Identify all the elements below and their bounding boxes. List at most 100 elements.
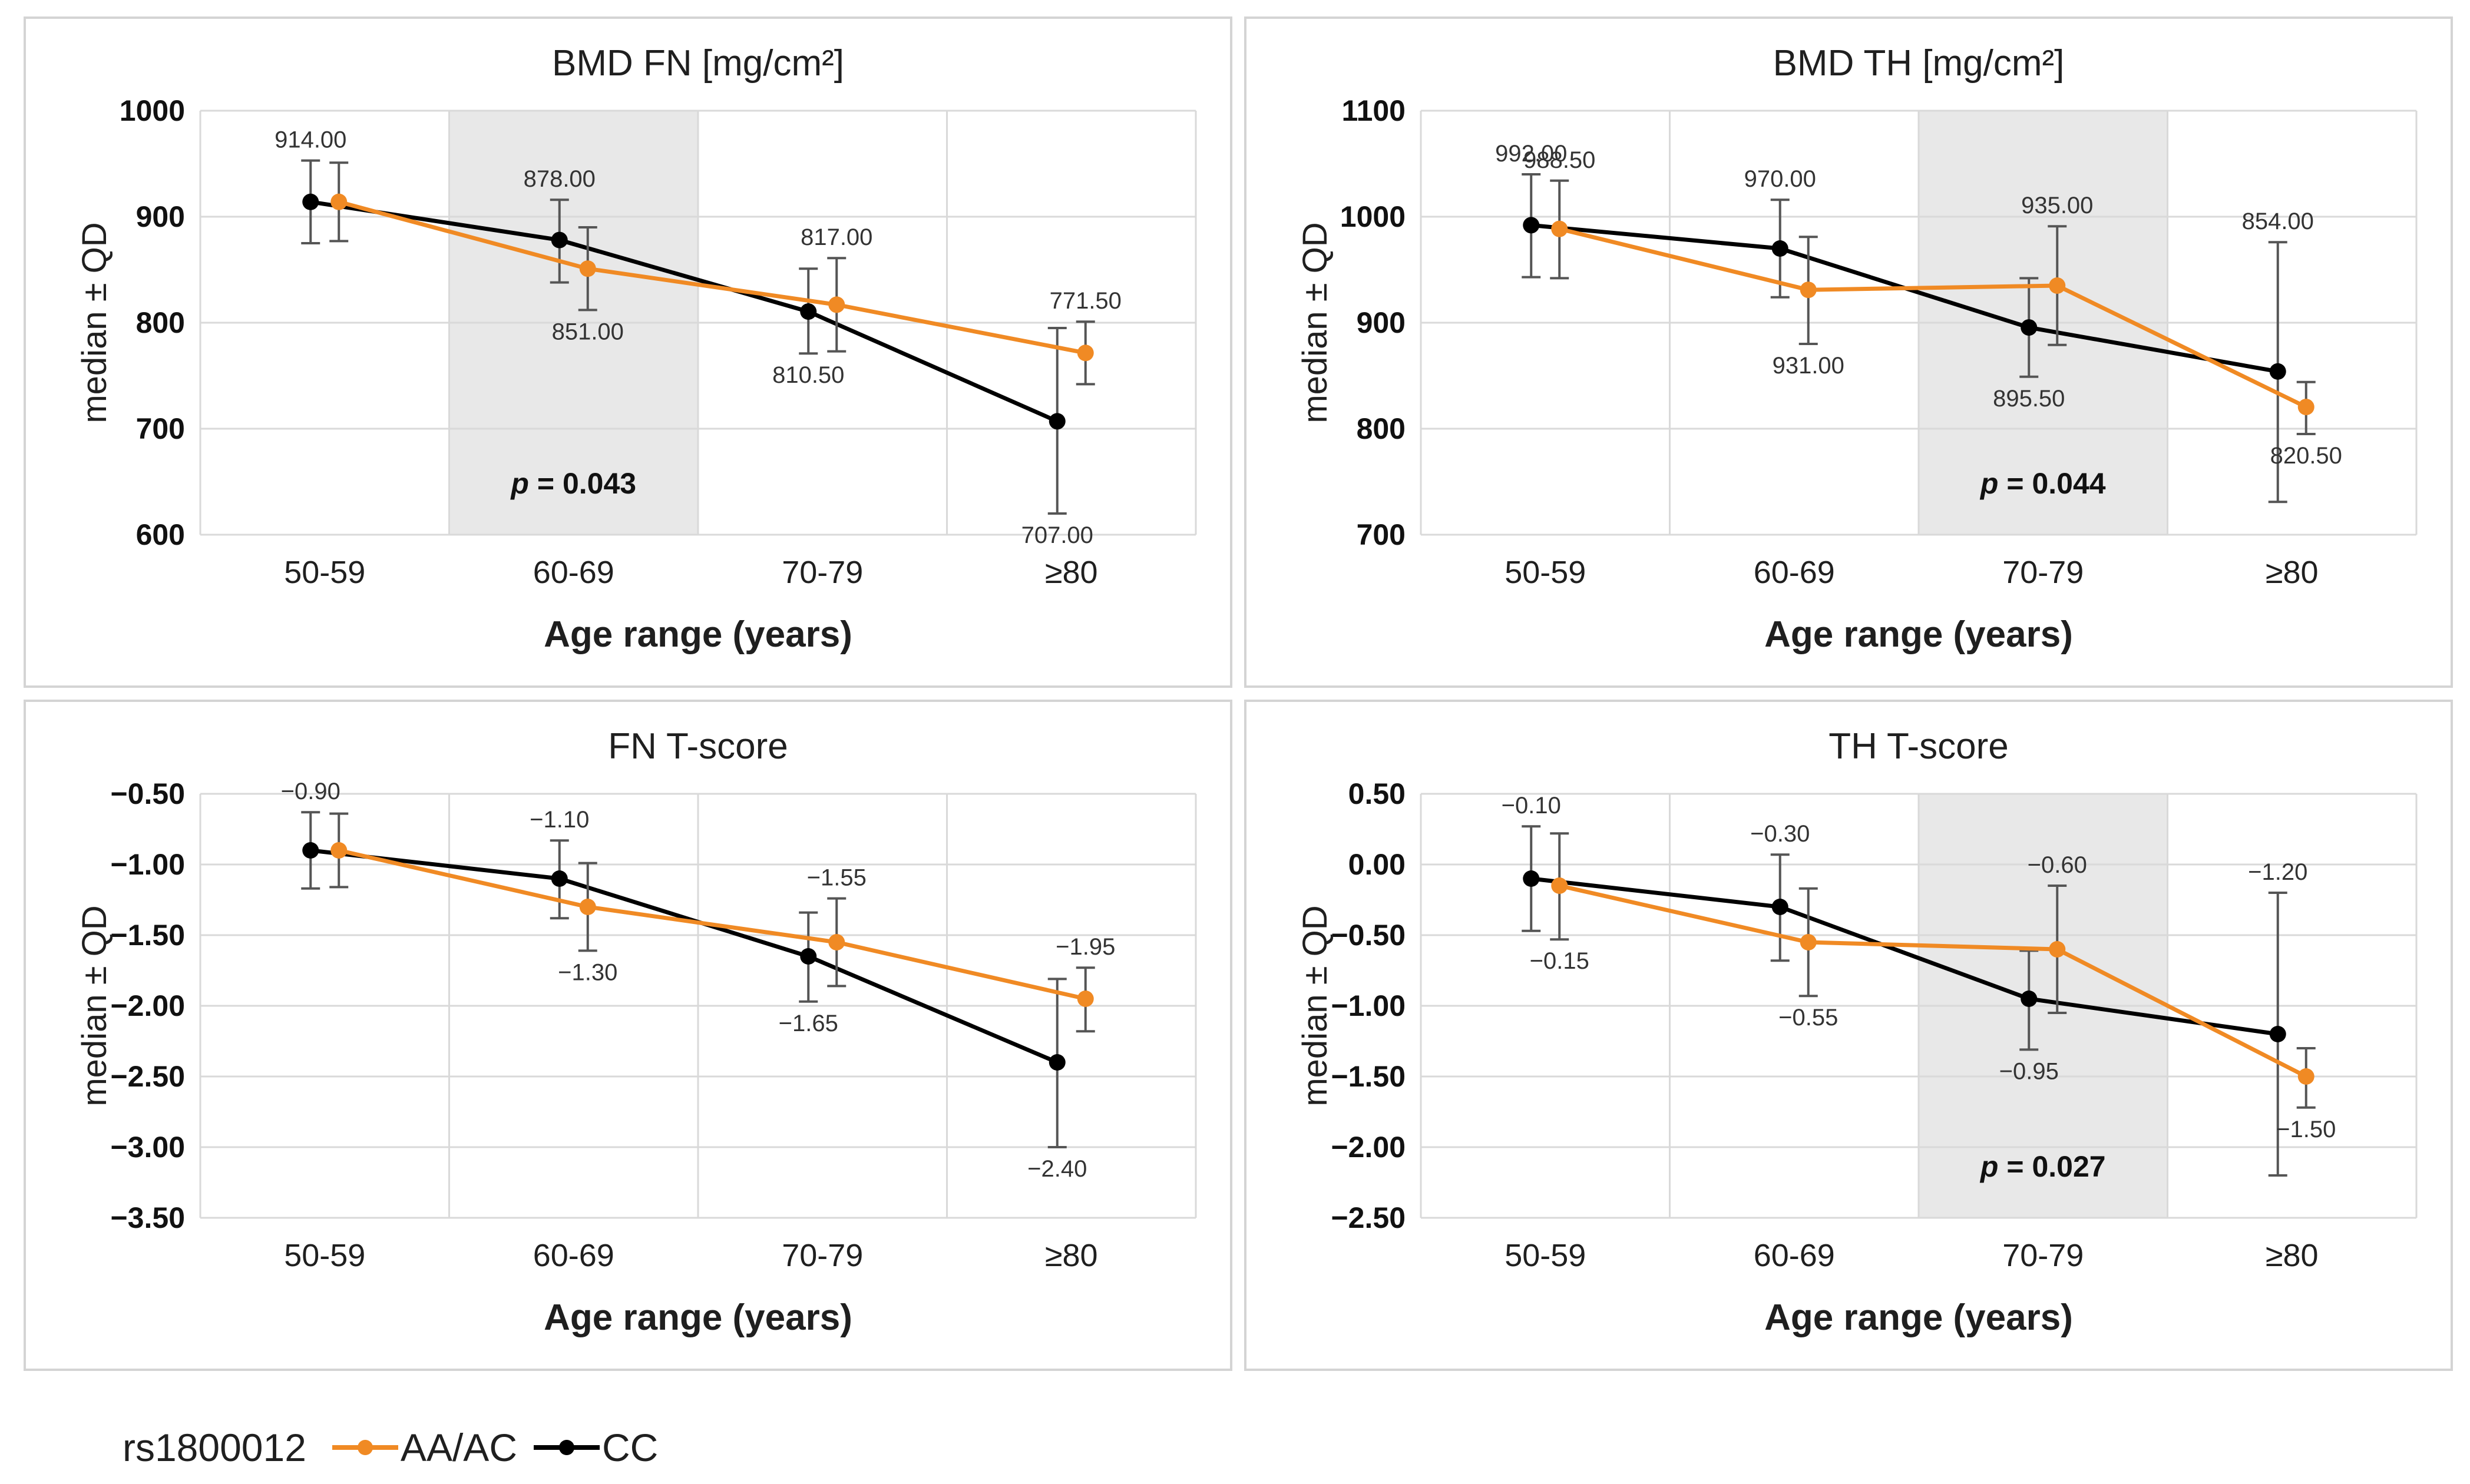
series-line <box>1559 883 2307 1079</box>
data-point <box>2297 399 2314 416</box>
panel-frame <box>24 700 1232 1371</box>
data-label: 914.00 <box>275 127 346 153</box>
data-label: 854.00 <box>2242 208 2314 234</box>
data-point <box>1551 877 1568 894</box>
y-tick-label: 900 <box>136 200 185 233</box>
chart-title: FN T-score <box>608 726 788 767</box>
y-tick-label: 1000 <box>1340 200 1406 233</box>
data-point <box>302 193 319 210</box>
x-tick-label: 50-59 <box>284 1238 365 1273</box>
chart-svg: −3.50 −3.00 −2.50 −2.00 −1.50 −1.00 −0.50 50-59… <box>24 700 1232 1371</box>
x-tick-label: 50-59 <box>1505 1238 1586 1273</box>
y-tick-label: −2.00 <box>110 989 185 1022</box>
data-label: −2.40 <box>1027 1156 1087 1182</box>
data-label: 931.00 <box>1773 353 1844 379</box>
data-label: −0.10 <box>1502 793 1561 819</box>
data-label: 771.50 <box>1050 288 1122 314</box>
y-tick-label: −2.50 <box>1331 1201 1406 1234</box>
p-value-symbol: p <box>1979 1150 1999 1183</box>
y-tick-label: 1100 <box>1342 94 1406 127</box>
data-label: 817.00 <box>801 224 872 250</box>
chart-panel-bmd-fn: 600 700 800 900 1000 50-59 60-69 70-79 ≥80 BMD FN… <box>24 16 1232 688</box>
p-value-text: = 0.044 <box>1998 467 2105 500</box>
x-tick-label: 50-59 <box>1505 555 1586 590</box>
data-label: 895.50 <box>1993 386 2065 412</box>
data-point <box>1800 934 1817 950</box>
y-tick-label: 600 <box>136 518 185 551</box>
chart-title: BMD FN [mg/cm²] <box>552 43 844 84</box>
data-point <box>2297 1068 2314 1085</box>
chart-title: BMD TH [mg/cm²] <box>1773 43 2065 84</box>
data-label: 970.00 <box>1744 166 1816 192</box>
p-value-text: = 0.027 <box>1998 1150 2105 1183</box>
p-value-symbol: p <box>510 467 529 500</box>
data-point <box>2269 1026 2286 1042</box>
x-tick-label: ≥80 <box>2266 555 2319 590</box>
x-axis-title: Age range (years) <box>1764 1297 2073 1338</box>
data-point <box>800 303 817 320</box>
data-point <box>2021 991 2038 1007</box>
data-point <box>1800 281 1817 299</box>
p-value-annotation: p = 0.044 <box>1979 467 2106 500</box>
series-line <box>310 848 1059 1065</box>
y-tick-label: 900 <box>1357 306 1406 339</box>
data-label: −1.65 <box>779 1011 838 1036</box>
x-tick-label: ≥80 <box>2266 1238 2319 1273</box>
legend-label-aa-ac: AA/AC <box>400 1426 517 1469</box>
y-tick-label: −0.50 <box>1331 919 1406 952</box>
legend-item-cc: CC <box>531 1425 658 1470</box>
data-label: −0.30 <box>1750 821 1810 847</box>
legend-swatch-aa-ac <box>332 1440 398 1455</box>
chart-panel-bmd-th: 700 800 900 1000 1100 50-59 60-69 70-79 ≥80 BMD T… <box>1244 16 2453 688</box>
legend-item-aa-ac: AA/AC <box>330 1425 517 1470</box>
data-label: −0.60 <box>2028 852 2087 878</box>
data-label: −0.55 <box>1778 1005 1838 1031</box>
y-axis-title: median ± QD <box>1296 905 1334 1106</box>
data-label: −1.55 <box>807 865 867 891</box>
p-value-symbol: p <box>1979 467 1999 500</box>
data-point <box>1523 217 1540 234</box>
y-axis-title: median ± QD <box>75 222 114 423</box>
x-tick-label: 70-79 <box>2002 555 2084 590</box>
data-point <box>1523 870 1540 887</box>
data-label: −1.20 <box>2248 859 2307 885</box>
series-line <box>338 200 1086 355</box>
data-label: −1.50 <box>2276 1117 2336 1142</box>
data-point <box>1771 899 1788 915</box>
x-tick-label: 60-69 <box>533 555 614 590</box>
y-tick-label: −0.50 <box>110 777 185 810</box>
x-axis-title: Age range (years) <box>544 1297 852 1338</box>
legend: rs1800012 AA/AC CC <box>123 1418 658 1477</box>
data-label: 810.50 <box>772 362 844 388</box>
data-label: 988.50 <box>1523 147 1595 173</box>
data-point <box>1551 220 1568 237</box>
x-tick-label: 70-79 <box>2002 1238 2084 1273</box>
y-tick-label: 800 <box>1357 412 1406 445</box>
data-point <box>800 948 817 965</box>
y-tick-label: −1.00 <box>110 848 185 881</box>
data-point <box>2269 363 2286 380</box>
data-point <box>551 870 568 887</box>
legend-label-cc: CC <box>602 1426 659 1469</box>
data-point <box>2049 941 2066 958</box>
x-axis-title: Age range (years) <box>1764 614 2073 655</box>
p-value-annotation: p = 0.043 <box>510 467 636 500</box>
y-tick-label: −1.00 <box>1331 989 1406 1022</box>
panel-frame <box>1244 16 2453 688</box>
y-tick-label: 700 <box>136 412 185 445</box>
data-point <box>330 842 348 859</box>
legend-title: rs1800012 <box>123 1426 306 1469</box>
x-tick-label: 50-59 <box>284 555 365 590</box>
data-label: 820.50 <box>2270 443 2342 469</box>
data-point <box>828 296 845 313</box>
y-tick-label: 0.50 <box>1348 777 1406 810</box>
x-axis-title: Age range (years) <box>544 614 852 655</box>
x-tick-label: 70-79 <box>782 555 863 590</box>
data-label: −1.30 <box>558 959 617 985</box>
data-point <box>1049 1054 1066 1071</box>
data-label: −0.95 <box>1999 1058 2059 1084</box>
data-point <box>302 842 319 859</box>
y-axis-title: median ± QD <box>1296 222 1334 423</box>
chart-panel-fn-tscore: −3.50 −3.00 −2.50 −2.00 −1.50 −1.00 −0.50 50-59… <box>24 700 1232 1371</box>
data-label: 878.00 <box>524 166 596 192</box>
